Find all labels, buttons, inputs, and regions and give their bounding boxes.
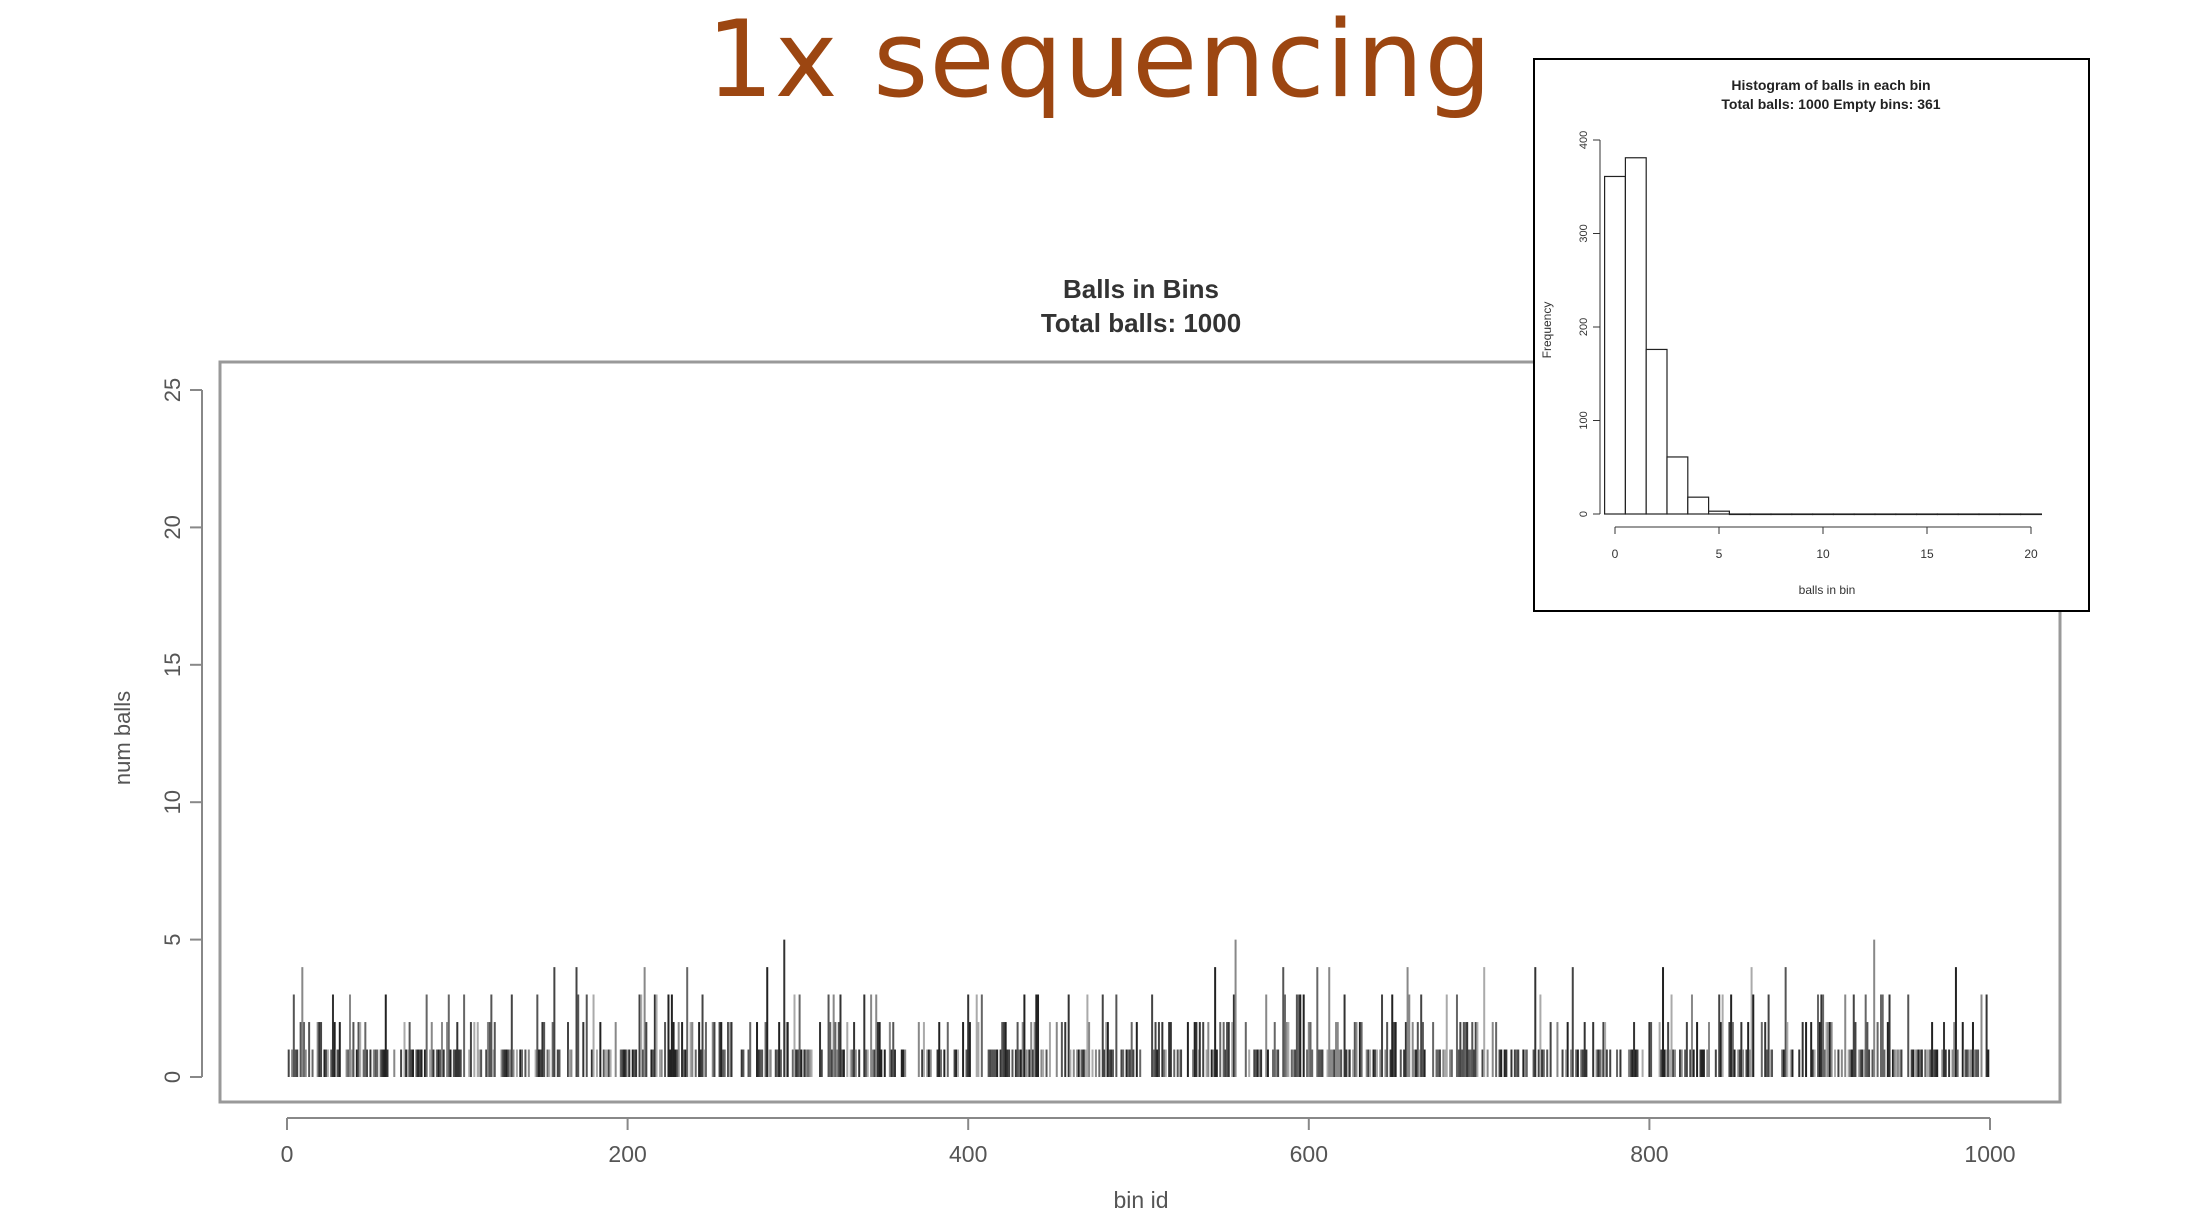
histogram-y-tick-label: 100 bbox=[1578, 411, 1590, 429]
slide-title: 1x sequencing bbox=[706, 0, 1493, 121]
histogram-bar bbox=[1624, 157, 1647, 515]
y-tick-label: 25 bbox=[160, 378, 185, 402]
y-tick-label: 5 bbox=[160, 933, 185, 945]
x-tick-label: 600 bbox=[1290, 1141, 1328, 1167]
chart-title: Balls in Bins bbox=[1063, 274, 1219, 304]
histogram-bar bbox=[1916, 513, 1939, 516]
x-axis: 0 200 400 600 800 1000 bbox=[281, 1117, 2016, 1167]
histogram-y-tick-label: 0 bbox=[1578, 511, 1590, 517]
histogram-x-tick-label: 10 bbox=[1816, 547, 1830, 561]
histogram-x-tick-label: 20 bbox=[2024, 547, 2038, 561]
histogram-bar bbox=[1936, 513, 1959, 516]
histogram-bar bbox=[1978, 513, 2001, 516]
histogram-bar bbox=[1645, 348, 1668, 515]
histogram-bar bbox=[2020, 513, 2043, 516]
histogram-x-label: balls in bin bbox=[1799, 583, 1856, 597]
histogram-y-label: Frequency bbox=[1540, 302, 1554, 359]
x-tick-label: 200 bbox=[608, 1141, 646, 1167]
chart-subtitle: Total balls: 1000 bbox=[1041, 308, 1241, 338]
y-tick-label: 0 bbox=[160, 1071, 185, 1083]
histogram-bar bbox=[1687, 496, 1710, 515]
histogram-chart: Histogram of balls in each bin Total bal… bbox=[1540, 77, 2043, 597]
x-axis-label: bin id bbox=[1114, 1187, 1169, 1213]
histogram-bar bbox=[1728, 513, 1751, 516]
bars-group bbox=[287, 939, 1990, 1077]
histogram-bars-group bbox=[1603, 157, 2043, 516]
histogram-y-tick-label: 200 bbox=[1578, 318, 1590, 336]
y-axis: 0 5 10 15 20 25 bbox=[160, 378, 203, 1083]
histogram-bar bbox=[1666, 456, 1689, 515]
histogram-x-tick-label: 15 bbox=[1920, 547, 1934, 561]
y-tick-label: 10 bbox=[160, 790, 185, 814]
histogram-y-tick-label: 300 bbox=[1578, 224, 1590, 242]
histogram-bar bbox=[1832, 513, 1855, 516]
histogram-bar bbox=[1791, 513, 1814, 516]
x-tick-label: 0 bbox=[281, 1141, 294, 1167]
histogram-bar bbox=[1874, 513, 1897, 516]
histogram-bar bbox=[1853, 513, 1876, 516]
histogram-x-tick-label: 5 bbox=[1716, 547, 1723, 561]
histogram-bar bbox=[1603, 175, 1626, 515]
plot-frame bbox=[218, 360, 2062, 1104]
histogram-title: Histogram of balls in each bin bbox=[1731, 77, 1930, 93]
histogram-y-axis: 0 100 200 300 400 bbox=[1578, 131, 1601, 517]
histogram-bar bbox=[1895, 513, 1918, 516]
histogram-y-tick-label: 400 bbox=[1578, 131, 1590, 149]
y-tick-label: 20 bbox=[160, 515, 185, 539]
y-axis-label: num balls bbox=[110, 691, 135, 785]
histogram-bar bbox=[1708, 510, 1731, 515]
histogram-x-axis: 0 5 10 15 20 bbox=[1612, 526, 2038, 561]
histogram-bar bbox=[1812, 513, 1835, 516]
x-tick-label: 1000 bbox=[1964, 1141, 2015, 1167]
histogram-bar bbox=[1749, 513, 1772, 516]
histogram-x-tick-label: 0 bbox=[1612, 547, 1619, 561]
x-tick-label: 800 bbox=[1630, 1141, 1668, 1167]
histogram-bar bbox=[1999, 513, 2022, 516]
inset-histogram-panel: Histogram of balls in each bin Total bal… bbox=[1533, 58, 2090, 612]
histogram-bar bbox=[1770, 513, 1793, 516]
x-tick-label: 400 bbox=[949, 1141, 987, 1167]
y-tick-label: 15 bbox=[160, 653, 185, 677]
histogram-subtitle: Total balls: 1000 Empty bins: 361 bbox=[1721, 96, 1940, 112]
histogram-bar bbox=[1957, 513, 1980, 516]
